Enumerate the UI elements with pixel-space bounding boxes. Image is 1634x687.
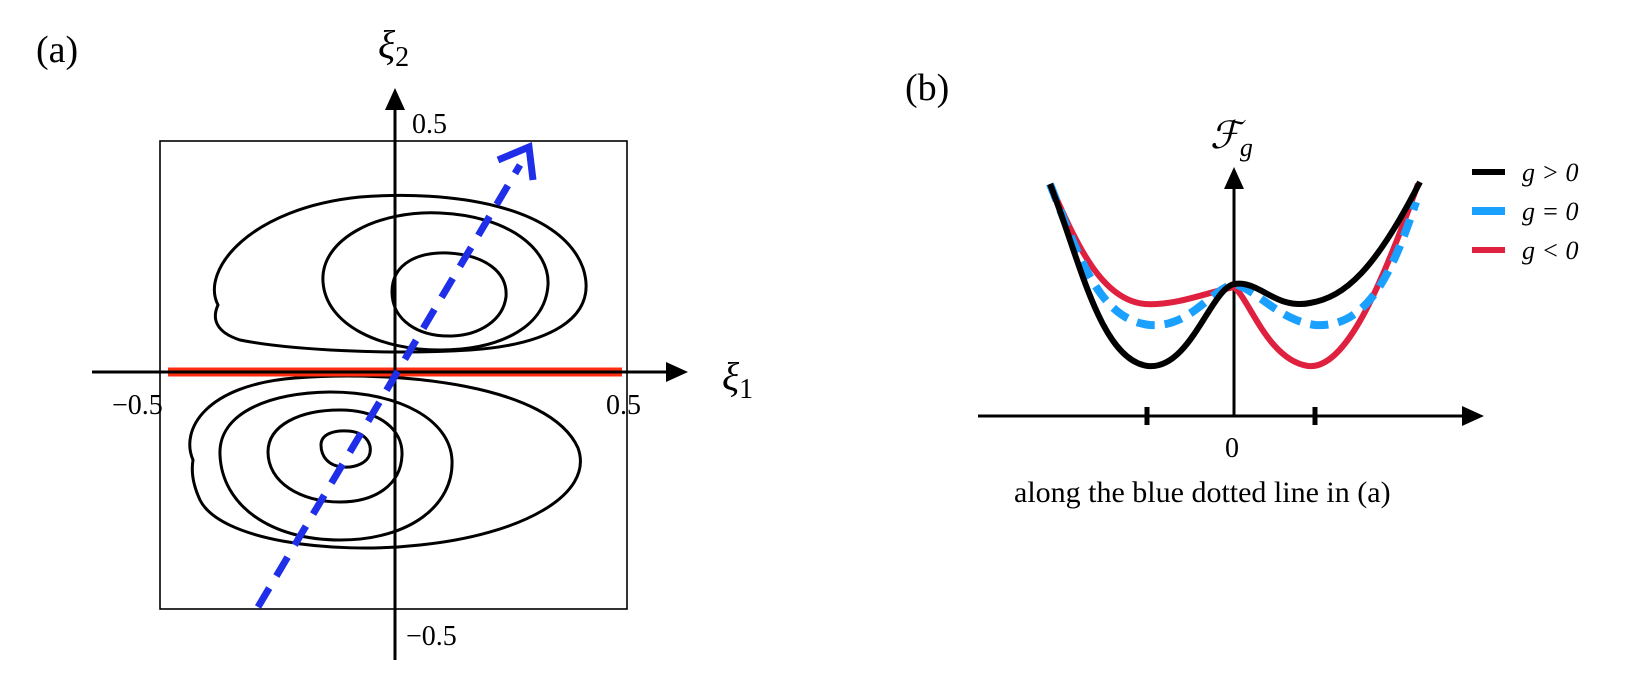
contour-lower-core bbox=[319, 429, 372, 469]
legend-label-g-zero: g = 0 bbox=[1522, 197, 1579, 226]
panel-a-label: (a) bbox=[36, 29, 78, 71]
legend: g > 0 g = 0 g < 0 bbox=[1472, 158, 1579, 265]
contour-lower-inner bbox=[266, 408, 404, 504]
tick-x-neg: −0.5 bbox=[112, 390, 163, 421]
contour-upper-outer bbox=[212, 193, 588, 354]
legend-label-g-negative: g < 0 bbox=[1522, 236, 1579, 265]
contour-lower-middle bbox=[218, 390, 454, 542]
xi1-label: ξ1 bbox=[722, 354, 753, 405]
blue-arrowhead bbox=[496, 141, 537, 181]
fg-x-caption: along the blue dotted line in (a) bbox=[1014, 476, 1391, 509]
curve-g-positive bbox=[1047, 180, 1423, 370]
contour-lower-outer bbox=[188, 374, 582, 550]
tick-x-pos: 0.5 bbox=[606, 390, 641, 421]
contour-upper-inner bbox=[390, 251, 508, 338]
panel-a: (a) ξ1 ξ2 −0.5 0.5 bbox=[36, 22, 753, 660]
fg-y-label: ℱg bbox=[1210, 115, 1253, 162]
tick-y-pos: 0.5 bbox=[412, 109, 447, 140]
contours-lower bbox=[188, 374, 582, 550]
xi2-axis-arrowhead bbox=[385, 88, 405, 110]
fg-x-origin: 0 bbox=[1225, 433, 1239, 464]
panel-b-label: (b) bbox=[905, 67, 949, 109]
fg-x-axis-arrowhead bbox=[1462, 406, 1484, 426]
xi2-label: ξ2 bbox=[378, 22, 409, 73]
xi1-axis-arrowhead bbox=[666, 362, 688, 382]
curve-g-negative bbox=[1047, 182, 1421, 370]
tick-y-neg: −0.5 bbox=[406, 621, 457, 652]
panel-b: (b) ℱg 0 along the blue dotted line in (… bbox=[905, 67, 1579, 509]
fg-y-axis-arrowhead bbox=[1224, 167, 1244, 189]
legend-label-g-positive: g > 0 bbox=[1522, 158, 1579, 187]
curve-g-zero bbox=[1046, 182, 1420, 330]
contour-upper-middle bbox=[321, 211, 550, 352]
contours-upper bbox=[212, 193, 588, 354]
blue-dashed-line bbox=[254, 163, 524, 609]
